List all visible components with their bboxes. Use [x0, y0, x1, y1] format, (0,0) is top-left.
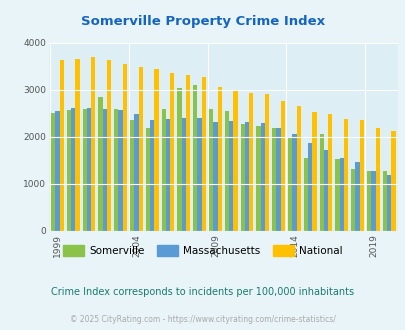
- Bar: [145, 128, 150, 231]
- Bar: [256, 126, 260, 231]
- Bar: [181, 118, 185, 231]
- Bar: [170, 73, 174, 231]
- Bar: [264, 94, 269, 231]
- Bar: [280, 101, 284, 231]
- Bar: [335, 159, 339, 231]
- Bar: [138, 67, 143, 231]
- Bar: [51, 114, 55, 231]
- Bar: [185, 75, 190, 231]
- Bar: [307, 143, 311, 231]
- Bar: [193, 85, 197, 231]
- Bar: [71, 108, 75, 231]
- Legend: Somerville, Massachusetts, National: Somerville, Massachusetts, National: [59, 241, 346, 260]
- Bar: [260, 123, 264, 231]
- Bar: [375, 128, 379, 231]
- Text: Somerville Property Crime Index: Somerville Property Crime Index: [81, 15, 324, 28]
- Bar: [87, 108, 91, 231]
- Bar: [366, 171, 370, 231]
- Bar: [161, 109, 166, 231]
- Bar: [240, 124, 244, 231]
- Bar: [209, 109, 213, 231]
- Bar: [197, 118, 201, 231]
- Bar: [339, 158, 343, 231]
- Bar: [359, 120, 363, 231]
- Bar: [233, 90, 237, 231]
- Bar: [60, 60, 64, 231]
- Bar: [107, 60, 111, 231]
- Bar: [355, 162, 359, 231]
- Bar: [166, 118, 170, 231]
- Bar: [75, 59, 79, 231]
- Bar: [134, 115, 138, 231]
- Bar: [327, 114, 332, 231]
- Bar: [154, 69, 158, 231]
- Bar: [382, 171, 386, 231]
- Bar: [150, 119, 154, 231]
- Bar: [370, 171, 375, 231]
- Bar: [55, 111, 60, 231]
- Bar: [114, 109, 118, 231]
- Bar: [386, 175, 390, 231]
- Bar: [82, 109, 87, 231]
- Bar: [98, 96, 102, 231]
- Bar: [390, 131, 394, 231]
- Text: Crime Index corresponds to incidents per 100,000 inhabitants: Crime Index corresponds to incidents per…: [51, 287, 354, 297]
- Bar: [102, 109, 107, 231]
- Bar: [130, 120, 134, 231]
- Bar: [249, 93, 253, 231]
- Bar: [213, 122, 217, 231]
- Bar: [343, 118, 347, 231]
- Bar: [311, 112, 316, 231]
- Bar: [91, 57, 95, 231]
- Bar: [224, 111, 228, 231]
- Text: © 2025 CityRating.com - https://www.cityrating.com/crime-statistics/: © 2025 CityRating.com - https://www.city…: [70, 315, 335, 324]
- Bar: [122, 64, 127, 231]
- Bar: [276, 128, 280, 231]
- Bar: [177, 87, 181, 231]
- Bar: [287, 137, 292, 231]
- Bar: [323, 150, 327, 231]
- Bar: [67, 110, 71, 231]
- Bar: [319, 134, 323, 231]
- Bar: [271, 128, 276, 231]
- Bar: [228, 121, 233, 231]
- Bar: [118, 110, 122, 231]
- Bar: [217, 87, 221, 231]
- Bar: [296, 106, 300, 231]
- Bar: [303, 158, 307, 231]
- Bar: [201, 77, 205, 231]
- Bar: [244, 122, 249, 231]
- Bar: [350, 169, 355, 231]
- Bar: [292, 134, 296, 231]
